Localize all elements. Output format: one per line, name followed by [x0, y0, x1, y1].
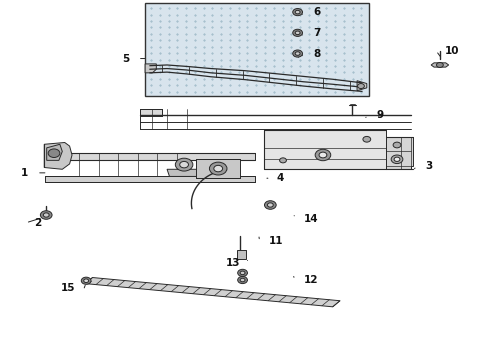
- Text: 4: 4: [277, 173, 284, 183]
- Circle shape: [358, 84, 365, 89]
- Circle shape: [391, 155, 403, 163]
- Circle shape: [40, 211, 52, 219]
- Text: 9: 9: [376, 110, 384, 120]
- Circle shape: [175, 158, 193, 171]
- Circle shape: [240, 271, 245, 275]
- Circle shape: [315, 149, 331, 161]
- Text: 14: 14: [303, 213, 318, 224]
- Text: 3: 3: [425, 161, 433, 171]
- Circle shape: [319, 152, 327, 158]
- Polygon shape: [196, 158, 240, 178]
- Circle shape: [214, 165, 222, 172]
- Polygon shape: [85, 278, 340, 307]
- Text: 7: 7: [313, 28, 320, 38]
- Polygon shape: [44, 143, 72, 169]
- Circle shape: [295, 10, 300, 14]
- Circle shape: [240, 278, 245, 282]
- Circle shape: [238, 276, 247, 284]
- Text: 11: 11: [269, 237, 283, 247]
- Text: 10: 10: [445, 46, 459, 56]
- Circle shape: [295, 52, 300, 55]
- Polygon shape: [140, 109, 162, 116]
- Polygon shape: [386, 137, 413, 169]
- Circle shape: [363, 136, 371, 142]
- Polygon shape: [45, 176, 255, 182]
- Text: 1: 1: [21, 168, 28, 178]
- Circle shape: [393, 142, 401, 148]
- Circle shape: [43, 213, 49, 217]
- Text: 5: 5: [122, 54, 129, 64]
- Circle shape: [293, 9, 302, 16]
- Circle shape: [437, 63, 443, 67]
- Circle shape: [394, 157, 400, 161]
- Text: 6: 6: [313, 7, 320, 17]
- Circle shape: [293, 50, 302, 57]
- Circle shape: [48, 149, 60, 157]
- Circle shape: [293, 29, 302, 36]
- Circle shape: [84, 279, 89, 283]
- Text: 8: 8: [313, 49, 320, 59]
- Polygon shape: [47, 144, 62, 160]
- Bar: [237, 250, 246, 259]
- Circle shape: [81, 277, 91, 284]
- Circle shape: [268, 203, 273, 207]
- Circle shape: [295, 31, 300, 35]
- Circle shape: [180, 161, 189, 168]
- Bar: [145, 3, 369, 96]
- Polygon shape: [45, 153, 255, 160]
- Text: 2: 2: [34, 218, 42, 228]
- Text: 13: 13: [225, 258, 240, 268]
- Circle shape: [209, 162, 227, 175]
- Text: 12: 12: [303, 275, 318, 285]
- Polygon shape: [145, 64, 156, 73]
- Text: 15: 15: [61, 283, 75, 293]
- Circle shape: [265, 201, 276, 209]
- Polygon shape: [431, 63, 449, 67]
- Circle shape: [238, 269, 247, 276]
- Polygon shape: [265, 130, 386, 169]
- Polygon shape: [357, 81, 367, 91]
- Polygon shape: [167, 169, 206, 176]
- Circle shape: [280, 158, 287, 163]
